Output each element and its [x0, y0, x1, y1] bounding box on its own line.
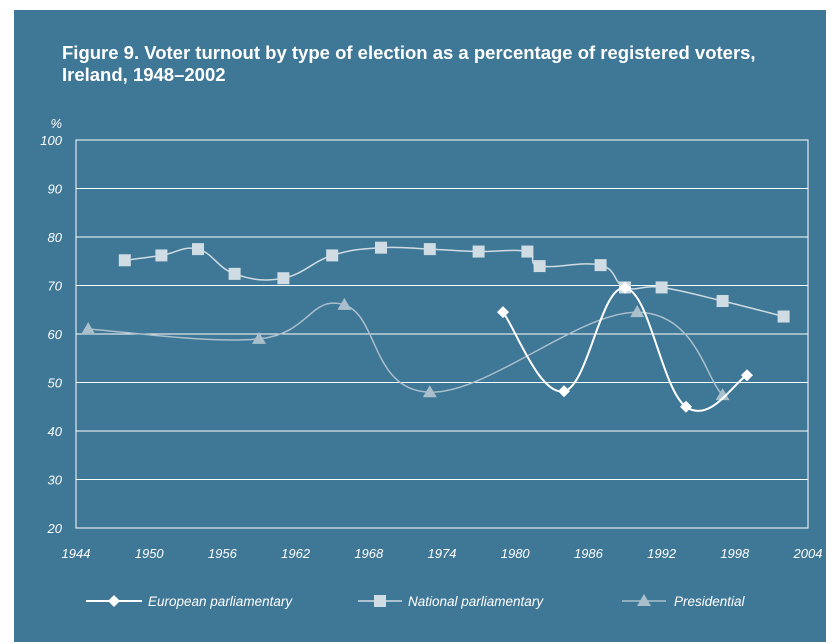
national-parliamentary-line — [124, 246, 784, 318]
x-tick-label: 1980 — [501, 546, 531, 561]
european-parliamentary-point — [558, 385, 570, 398]
european-parliamentary-point — [619, 281, 631, 294]
x-tick-label: 1968 — [354, 546, 384, 561]
national-parliamentary-point — [155, 249, 168, 262]
y-axis-label: % — [50, 116, 62, 131]
presidential-point — [81, 322, 96, 335]
x-tick-label: 1974 — [428, 546, 457, 561]
national-parliamentary-point — [716, 295, 729, 308]
x-tick-label: 1950 — [135, 546, 165, 561]
y-tick-label: 60 — [48, 327, 63, 342]
legend-marker-national-parliamentary — [374, 595, 386, 607]
national-parliamentary-point — [326, 249, 339, 262]
y-tick-label: 40 — [48, 424, 63, 439]
national-parliamentary-point — [192, 243, 204, 256]
national-parliamentary-point — [655, 281, 668, 294]
national-parliamentary-point — [118, 254, 131, 267]
y-tick-label: 30 — [48, 473, 63, 488]
y-tick-label: 70 — [48, 279, 63, 294]
presidential-line — [88, 302, 724, 396]
presidential-point — [422, 385, 437, 398]
chart-panel — [14, 10, 826, 642]
national-parliamentary-point — [277, 272, 290, 285]
x-tick-label: 1962 — [281, 546, 311, 561]
y-tick-label: 90 — [48, 182, 63, 197]
national-parliamentary-point — [228, 267, 241, 280]
national-parliamentary-point — [777, 310, 790, 323]
presidential-point — [337, 297, 352, 310]
legend-marker-european-parliamentary — [108, 595, 120, 607]
y-tick-label: 100 — [40, 133, 62, 148]
x-tick-label: 1986 — [574, 546, 604, 561]
x-tick-label: 2004 — [793, 546, 823, 561]
y-tick-label: 80 — [48, 230, 63, 245]
national-parliamentary-point — [472, 245, 485, 258]
y-tick-label: 20 — [47, 521, 63, 536]
x-tick-label: 1998 — [720, 546, 750, 561]
national-parliamentary-point — [375, 241, 387, 254]
presidential-point — [630, 305, 645, 318]
national-parliamentary-point — [594, 259, 607, 272]
legend-label-national-parliamentary: National parliamentary — [408, 594, 544, 609]
legend-label-european-parliamentary: European parliamentary — [148, 594, 293, 609]
presidential-point — [252, 331, 266, 344]
national-parliamentary-point — [423, 243, 436, 256]
x-tick-label: 1944 — [62, 546, 91, 561]
chart-title: Figure 9. Voter turnout by type of elect… — [62, 42, 756, 85]
x-tick-label: 1992 — [647, 546, 677, 561]
legend-label-presidential: Presidential — [674, 594, 746, 609]
presidential-point — [715, 388, 730, 401]
european-parliamentary-point — [497, 306, 509, 319]
national-parliamentary-point — [521, 245, 534, 258]
legend-marker-presidential — [637, 594, 651, 606]
national-parliamentary-point — [533, 260, 546, 273]
y-tick-label: 50 — [48, 376, 63, 391]
european-parliamentary-point — [680, 400, 692, 413]
x-tick-label: 1956 — [208, 546, 238, 561]
european-parliamentary-point — [741, 369, 753, 382]
